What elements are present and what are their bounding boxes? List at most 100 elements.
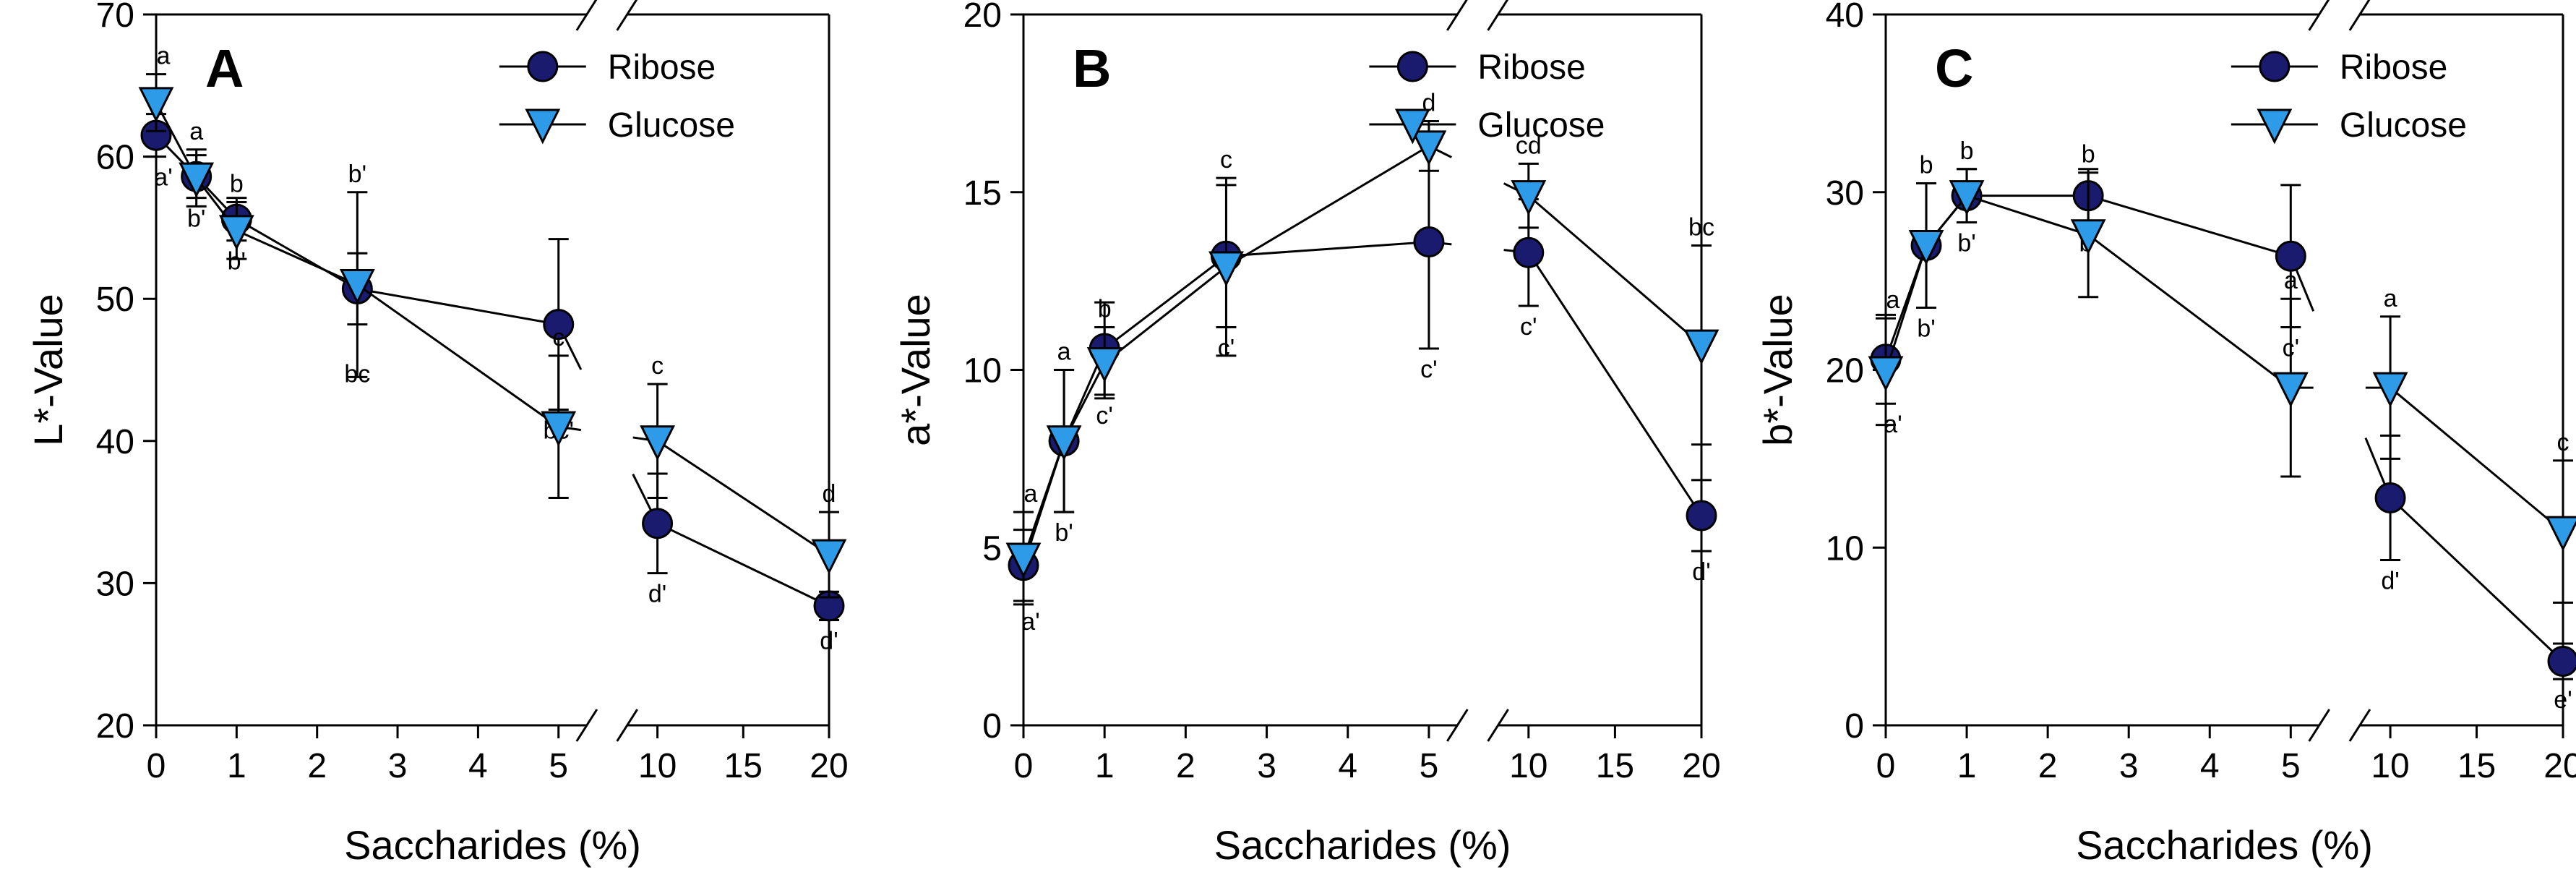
x-tick-label: 2: [1176, 747, 1195, 785]
significance-label: b': [1917, 315, 1935, 342]
series-line-segment: [236, 218, 359, 290]
axis-break-mark: [1446, 709, 1469, 742]
data-point-ribose: [2547, 646, 2576, 678]
series-line-segment: [1527, 252, 1703, 516]
significance-label: e': [2554, 686, 2572, 714]
series-glucose: aab b'ccd: [138, 43, 847, 599]
legend-marker-glucose: [2257, 108, 2293, 145]
significance-label: a: [1886, 286, 1900, 314]
axis-break-mark: [2308, 0, 2330, 31]
y-tick-label: 20: [963, 0, 1002, 35]
panel-letter: A: [205, 38, 244, 98]
legend-label: Glucose: [1477, 106, 1605, 145]
data-point-glucose: [1683, 329, 1720, 365]
y-tick-label: 70: [96, 0, 134, 35]
significance-label: b': [1055, 519, 1073, 547]
panel-letter: C: [1935, 38, 1973, 98]
data-point-glucose: [2272, 372, 2309, 408]
y-tick-label: 20: [1826, 352, 1864, 390]
data-point-ribose: [1513, 236, 1545, 268]
data-point-glucose: [640, 425, 676, 461]
significance-label: d': [820, 628, 838, 655]
series-line-segment: [656, 522, 830, 607]
data-point-glucose: [1005, 542, 1042, 579]
significance-label: a': [1021, 608, 1039, 636]
significance-label: b: [1920, 151, 1933, 179]
series-line-segment: [357, 287, 559, 326]
x-tick-label: 1: [1095, 747, 1115, 785]
series-line-segment: [2087, 195, 2291, 257]
legend-item-ribose: Ribose: [499, 48, 716, 87]
x-tick-label: 15: [724, 747, 763, 785]
data-point-glucose: [179, 162, 215, 198]
significance-label: c: [651, 352, 664, 380]
legend-item-ribose: Ribose: [2231, 48, 2447, 87]
significance-label: a': [154, 164, 172, 192]
significance-label: b': [187, 205, 205, 233]
axis-break-mark: [616, 709, 638, 742]
data-point-glucose: [2070, 219, 2106, 255]
legend-item-ribose: Ribose: [1369, 48, 1586, 87]
data-point-glucose: [339, 269, 375, 304]
significance-label: d': [648, 581, 666, 608]
x-tick-label: 10: [1509, 747, 1547, 785]
significance-label: a: [189, 118, 203, 145]
data-point-ribose: [642, 508, 674, 539]
x-tick-label: 4: [1338, 747, 1357, 785]
significance-label: c': [1420, 356, 1438, 383]
data-point-glucose: [1868, 356, 1904, 392]
axis-break-mark: [575, 709, 598, 742]
y-tick-label: 15: [963, 174, 1002, 213]
series-line-segment: [356, 283, 559, 428]
data-point-glucose: [811, 539, 847, 575]
x-tick-label: 0: [1876, 747, 1896, 785]
series-line-segment: [1104, 265, 1227, 364]
legend-marker-ribose: [1396, 51, 1428, 82]
legend-label: Glucose: [2340, 106, 2467, 145]
data-point-glucose: [2545, 516, 2576, 552]
y-tick-label: 50: [96, 281, 134, 319]
significance-label: a: [1057, 338, 1071, 366]
x-tick-label: 15: [2457, 747, 2496, 785]
significance-label: c: [1220, 146, 1232, 174]
y-tick-label: 30: [1826, 174, 1864, 213]
legend-label: Glucose: [608, 106, 735, 145]
series-line-segment: [1225, 145, 1430, 268]
significance-label: d': [1692, 558, 1710, 586]
x-tick-label: 2: [2038, 747, 2058, 785]
significance-label: c: [2557, 429, 2569, 456]
y-tick-label: 40: [96, 423, 134, 461]
x-tick-label: 10: [638, 747, 677, 785]
chart-panel-a: 20 30 40 50 60 70 0 1 2 3 4 5 10 15 20 Saccharides (%) L…: [25, 0, 849, 868]
y-axis-title: b*-Value: [1755, 294, 1800, 446]
y-tick-label: 60: [96, 139, 134, 177]
axis-break-mark: [2348, 0, 2371, 31]
data-point-glucose: [1908, 229, 1944, 265]
significance-label: b': [348, 161, 366, 188]
significance-label: b: [1098, 296, 1112, 323]
series-line-segment: [1884, 245, 1928, 372]
data-point-glucose: [1511, 180, 1547, 216]
significance-label: d: [823, 480, 836, 508]
data-point-ribose: [543, 309, 575, 341]
legend-item-glucose: Glucose: [1369, 106, 1605, 145]
y-tick-label: 10: [1826, 529, 1864, 568]
y-tick-label: 40: [1826, 0, 1864, 35]
series-ribose: a'b'b'bc'd'd': [140, 113, 845, 655]
y-tick-label: 5: [982, 529, 1002, 568]
data-point-glucose: [1411, 130, 1447, 166]
x-tick-label: 4: [2200, 747, 2220, 785]
legend-label: Ribose: [1477, 48, 1585, 87]
x-tick-label: 20: [1682, 747, 1720, 785]
chart-panel-b: 0 5 10 15 20 0 1 2 3 4 5 10 15 20 Saccharides (%) a*-Va…: [893, 0, 1721, 868]
chart-panel-c: 0 10 20 30 40 0 1 2 3 4 5 10 15 20 Saccharides (%) b*-V…: [1755, 0, 2576, 868]
significance-label: b: [1960, 137, 1974, 165]
x-axis-title: Saccharides (%): [1214, 822, 1511, 868]
axis-break-mark: [1487, 0, 1509, 31]
data-point-ribose: [1413, 226, 1445, 258]
significance-label: bc: [344, 361, 370, 388]
legend-marker-glucose: [525, 108, 561, 145]
x-tick-label: 3: [388, 747, 408, 785]
